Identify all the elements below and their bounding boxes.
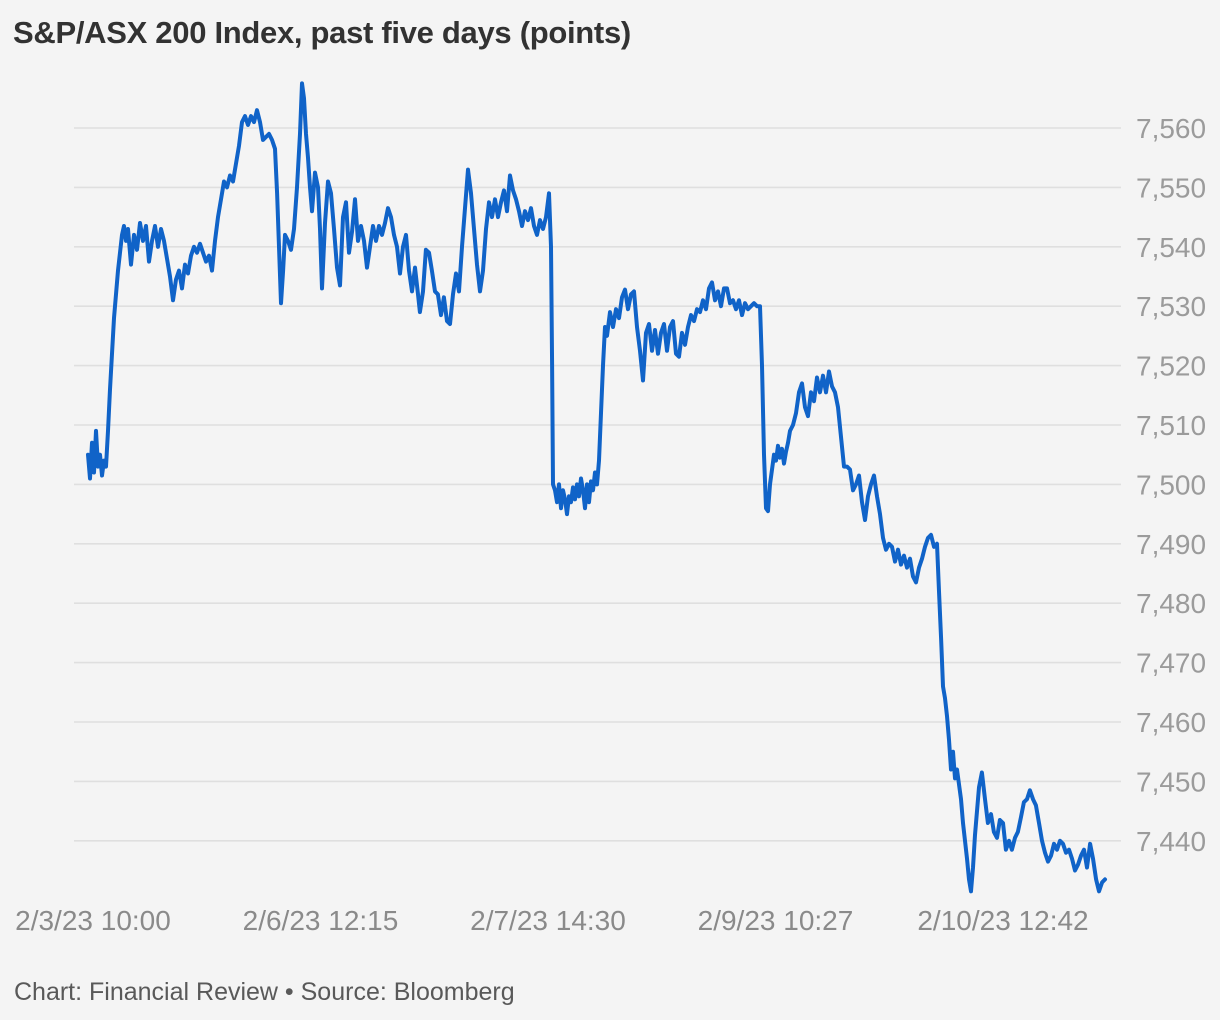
y-axis-label: 7,510 <box>1136 410 1206 441</box>
y-axis-label: 7,490 <box>1136 529 1206 560</box>
x-axis-label: 2/9/23 10:27 <box>698 905 854 936</box>
price-line <box>86 81 1107 894</box>
y-axis-label: 7,460 <box>1136 707 1206 738</box>
y-axis-label: 7,550 <box>1136 172 1206 203</box>
y-axis-label: 7,440 <box>1136 826 1206 857</box>
y-axis-label: 7,500 <box>1136 469 1206 500</box>
y-axis-label: 7,540 <box>1136 232 1206 263</box>
chart-title: S&P/ASX 200 Index, past five days (point… <box>13 15 631 50</box>
y-axis-label: 7,560 <box>1136 113 1206 144</box>
x-axis-label: 2/3/23 10:00 <box>15 905 171 936</box>
y-axis-label: 7,530 <box>1136 291 1206 322</box>
y-axis-label: 7,520 <box>1136 351 1206 382</box>
chart-source-note: Chart: Financial Review • Source: Bloomb… <box>14 978 515 1006</box>
x-axis-label: 2/10/23 12:42 <box>917 905 1088 936</box>
y-axis-label: 7,470 <box>1136 648 1206 679</box>
y-axis-label: 7,450 <box>1136 766 1206 797</box>
x-axis-label: 2/6/23 12:15 <box>243 905 399 936</box>
x-axis-label: 2/7/23 14:30 <box>470 905 626 936</box>
y-axis-label: 7,480 <box>1136 588 1206 619</box>
